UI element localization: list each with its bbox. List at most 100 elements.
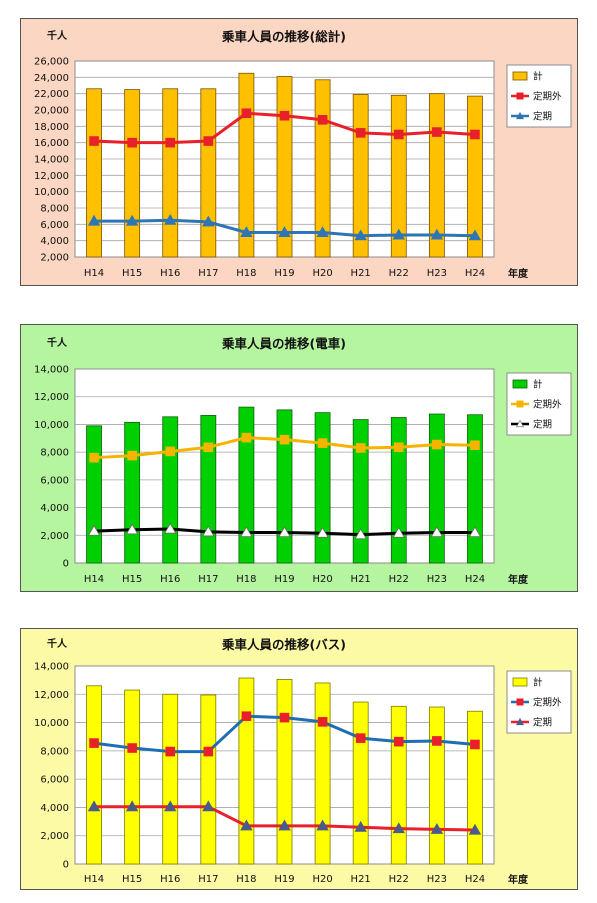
data-point bbox=[203, 136, 214, 146]
data-point bbox=[317, 115, 328, 125]
legend-label: 定期外 bbox=[533, 399, 562, 411]
y-tick-label: 8,000 bbox=[40, 746, 69, 757]
bar bbox=[200, 694, 217, 865]
y-tick-label: 20,000 bbox=[34, 106, 69, 117]
bar bbox=[238, 72, 255, 258]
y-tick-label: 12,000 bbox=[34, 171, 69, 182]
bar bbox=[276, 76, 293, 258]
y-tick-label: 10,000 bbox=[34, 718, 69, 729]
data-point bbox=[468, 823, 482, 835]
x-tick-label: H18 bbox=[236, 574, 256, 585]
chart-title: 乗車人員の推移(電車) bbox=[221, 336, 346, 351]
y-tick-label: 0 bbox=[63, 559, 69, 570]
y-tick-label: 4,000 bbox=[40, 803, 69, 814]
chart-total: 乗車人員の推移(総計) 千人 2,000 4,000 6,000 8,000 10,000 1… bbox=[34, 29, 572, 280]
data-point bbox=[87, 524, 101, 536]
data-point bbox=[470, 129, 480, 140]
y-tick-label: 2,000 bbox=[40, 253, 69, 264]
y-tick-label: 22,000 bbox=[34, 89, 69, 100]
legend-label: 計 bbox=[533, 677, 543, 689]
bar bbox=[238, 677, 255, 865]
bar bbox=[390, 705, 407, 865]
data-point bbox=[470, 440, 480, 451]
y-tick-label: 14,000 bbox=[34, 662, 69, 673]
data-point bbox=[430, 526, 444, 538]
x-tick-label: H24 bbox=[465, 574, 485, 585]
chart-panel-total: 乗車人員の推移(総計) 千人 2,000 4,000 6,000 8,000 10,000 1… bbox=[20, 18, 578, 286]
data-point bbox=[432, 736, 442, 746]
y-tick-label: 8,000 bbox=[40, 204, 69, 215]
chart-panel-bus: 乗車人員の推移(バス) 千人 0 2,000 4,000 6,000 8,000 10,000… bbox=[20, 628, 578, 890]
x-tick-label: H16 bbox=[160, 574, 180, 585]
legend-label: 計 bbox=[533, 379, 543, 391]
data-point bbox=[87, 800, 101, 812]
data-point bbox=[393, 736, 404, 747]
data-point bbox=[430, 228, 444, 240]
y-tick-label: 0 bbox=[63, 860, 69, 871]
bar bbox=[390, 417, 407, 564]
data-point bbox=[392, 822, 405, 834]
data-point bbox=[202, 215, 215, 227]
data-point bbox=[354, 528, 367, 540]
y-tick-label: 8,000 bbox=[40, 448, 69, 459]
bar bbox=[124, 689, 141, 865]
x-tick-label: H18 bbox=[236, 874, 256, 885]
y-axis-unit: 千人 bbox=[47, 29, 68, 42]
bar bbox=[162, 416, 179, 564]
y-tick-label: 10,000 bbox=[34, 187, 69, 198]
x-tick-label: H16 bbox=[160, 874, 180, 885]
x-tick-label: H17 bbox=[198, 268, 218, 279]
x-tick-label: H19 bbox=[274, 268, 294, 279]
data-point bbox=[125, 800, 139, 812]
x-tick-label: H23 bbox=[427, 874, 447, 885]
x-tick-label: H19 bbox=[274, 874, 294, 885]
data-point bbox=[240, 819, 253, 831]
y-tick-label: 12,000 bbox=[34, 392, 69, 403]
legend-marker bbox=[515, 111, 525, 120]
x-tick-label: H21 bbox=[351, 574, 371, 585]
x-tick-label: H21 bbox=[351, 268, 371, 279]
data-point bbox=[240, 526, 253, 538]
legend-label: 定期 bbox=[533, 419, 552, 431]
x-tick-label: H15 bbox=[122, 268, 142, 279]
x-tick-label: H20 bbox=[312, 268, 332, 279]
data-point bbox=[278, 526, 291, 538]
data-point bbox=[278, 226, 291, 238]
data-point bbox=[279, 712, 290, 723]
data-point bbox=[355, 128, 366, 138]
y-tick-label: 24,000 bbox=[34, 73, 69, 84]
x-tick-label: H14 bbox=[84, 574, 104, 585]
y-axis-unit: 千人 bbox=[47, 637, 68, 650]
x-tick-label: H14 bbox=[84, 268, 104, 279]
x-tick-label: H22 bbox=[389, 874, 409, 885]
y-tick-label: 14,000 bbox=[34, 155, 69, 166]
chart-title: 乗車人員の推移(総計) bbox=[221, 29, 346, 44]
y-tick-label: 6,000 bbox=[40, 220, 69, 231]
x-tick-label: H16 bbox=[160, 268, 180, 279]
bar bbox=[428, 706, 445, 865]
data-point bbox=[127, 137, 137, 148]
x-tick-label: H23 bbox=[427, 574, 447, 585]
y-tick-label: 2,000 bbox=[40, 531, 69, 542]
data-point bbox=[202, 525, 215, 537]
x-tick-label: H24 bbox=[465, 874, 485, 885]
bar bbox=[200, 88, 217, 258]
data-point bbox=[393, 442, 404, 453]
bar bbox=[352, 419, 369, 564]
y-tick-label: 6,000 bbox=[40, 775, 69, 786]
data-point bbox=[355, 733, 366, 743]
data-point bbox=[317, 438, 328, 448]
bar bbox=[467, 710, 483, 865]
x-tick-label: H15 bbox=[122, 574, 142, 585]
x-tick-label: H21 bbox=[351, 874, 371, 885]
y-tick-label: 10,000 bbox=[34, 420, 69, 431]
x-axis-title: 年度 bbox=[508, 267, 529, 280]
legend-swatch bbox=[512, 71, 528, 81]
data-point bbox=[165, 446, 176, 457]
x-axis-title: 年度 bbox=[508, 573, 529, 586]
data-point bbox=[241, 711, 252, 722]
y-tick-label: 4,000 bbox=[40, 236, 69, 247]
data-point bbox=[279, 110, 290, 121]
x-tick-label: H24 bbox=[465, 268, 485, 279]
bar bbox=[162, 88, 179, 258]
